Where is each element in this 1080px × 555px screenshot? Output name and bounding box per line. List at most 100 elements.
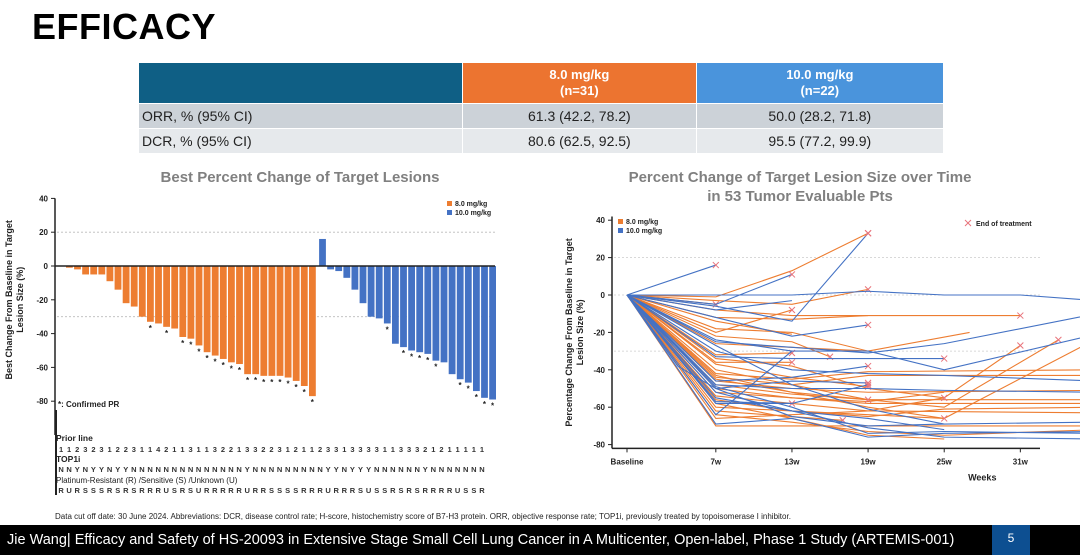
prior-line-value: 2 (91, 445, 96, 454)
row-label: DCR, % (95% CI) (137, 128, 464, 154)
bar-8mg (90, 266, 98, 275)
platinum-value: R (422, 486, 428, 495)
bar-10mg (383, 266, 391, 324)
top1i-value: N (398, 465, 404, 474)
annotation-bracket (55, 410, 57, 495)
top1i-value: N (179, 465, 186, 474)
y-axis-label-line: Percentage Change From Baseline in Targe… (564, 238, 574, 426)
line-8mg (626, 294, 1080, 418)
platinum-value: S (382, 486, 388, 495)
prior-line-value: 1 (431, 445, 436, 454)
platinum-value: S (358, 486, 364, 495)
eot-stroke (788, 271, 796, 278)
top1i-value: N (406, 465, 412, 474)
top1i-value: N (195, 465, 202, 474)
line-8mg (626, 288, 869, 305)
top1i-value: N (382, 465, 388, 474)
line-10mg (626, 294, 1080, 434)
legend-label-10mg: 10.0 mg/kg (626, 228, 662, 235)
bar-10mg (481, 266, 488, 398)
platinum-value: S (171, 486, 177, 495)
footer-bar: Jie Wang| Efficacy and Safety of HS-2009… (0, 525, 1080, 555)
top1i-value: N (147, 465, 153, 474)
bar-10mg (408, 266, 415, 351)
x-tick-label: 7w (710, 457, 721, 466)
line-10mg (626, 294, 945, 425)
platinum-value: S (398, 486, 404, 495)
line-8mg (626, 294, 1080, 380)
bar-8mg (228, 266, 235, 363)
line-8mg (626, 294, 1080, 386)
line-8mg (626, 294, 1059, 408)
end-of-treatment-marker (788, 306, 796, 314)
prior-line-value: 4 (156, 445, 161, 454)
confirmed-pr-marker: * (434, 363, 438, 372)
y-axis-label-line: Lesion Size (%) (575, 299, 585, 365)
top1i-value: N (58, 465, 64, 474)
table-row-dcr: DCR, % (95% CI) 80.6 (62.5, 92.5) 95.5 (… (137, 128, 945, 154)
spider-title-line1: Percent Change of Target Lesion Size ove… (628, 169, 972, 186)
platinum-value: R (406, 486, 412, 495)
confirmed-pr-marker: * (418, 354, 422, 363)
top1i-value: N (276, 465, 283, 474)
confirmed-pr-marker: * (311, 398, 315, 407)
bar-8mg (244, 266, 251, 375)
platinum-value: S (463, 486, 469, 495)
top1i-value: N (284, 465, 291, 474)
confirmed-pr-marker: * (205, 354, 209, 363)
prior-line-value: 2 (269, 445, 274, 454)
top1i-value: Y (99, 465, 105, 474)
prior-line-value: 3 (374, 445, 379, 454)
bar-8mg (114, 266, 122, 290)
bar-8mg (195, 266, 203, 346)
platinum-value: U (66, 486, 72, 495)
platinum-value: S (277, 486, 283, 495)
top1i-label: TOP1i (56, 454, 81, 464)
platinum-value: U (163, 486, 169, 495)
bar-10mg (432, 266, 440, 361)
prior-line-value: 1 (107, 445, 112, 454)
end-of-treatment-marker (788, 271, 796, 278)
top1i-value: N (390, 465, 396, 474)
confirmed-pr-marker: * (230, 364, 234, 373)
prior-line-value: 1 (285, 445, 290, 454)
eot-stroke (788, 306, 796, 314)
top1i-value: N (471, 465, 477, 474)
end-of-treatment-marker (1016, 342, 1024, 349)
top1i-value: N (163, 465, 169, 474)
prior-line-value: 2 (123, 445, 128, 454)
bar-8mg (147, 266, 154, 322)
bar-8mg (309, 266, 316, 397)
spider-title-line2: in 53 Tumor Evaluable Pts (707, 188, 893, 205)
y-tick-label: -20 (593, 328, 605, 337)
y-tick-label: 40 (39, 194, 48, 203)
top1i-value: N (228, 465, 234, 474)
y-tick-label: -20 (36, 296, 48, 305)
eot-stroke (864, 229, 872, 237)
confirmed-pr-marker: * (491, 402, 495, 411)
line-10mg (626, 294, 1080, 438)
prior-line-value: 1 (58, 445, 64, 454)
eot-stroke (864, 362, 872, 370)
x-axis-label: Weeks (968, 472, 996, 482)
y-tick-label: -40 (36, 330, 48, 339)
top1i-value: N (463, 465, 469, 474)
eot-stroke (864, 321, 872, 329)
top1i-value: N (373, 465, 380, 474)
top1i-value: Y (422, 465, 428, 474)
end-of-treatment-marker (1016, 312, 1024, 319)
platinum-value: U (454, 486, 461, 495)
platinum-value: S (188, 486, 194, 495)
platinum-value: S (131, 486, 137, 495)
top1i-value: N (454, 465, 461, 474)
platinum-value: S (374, 486, 380, 495)
platinum-value: R (390, 486, 396, 495)
bar-8mg (236, 266, 243, 365)
prior-line-value: 3 (398, 445, 404, 454)
bar-8mg (300, 266, 308, 386)
confirmed-pr-marker: * (303, 388, 307, 397)
confirmed-pr-marker: * (197, 347, 201, 356)
legend-label-8mg: 8.0 mg/kg (455, 201, 487, 208)
platinum-value: R (179, 486, 186, 495)
